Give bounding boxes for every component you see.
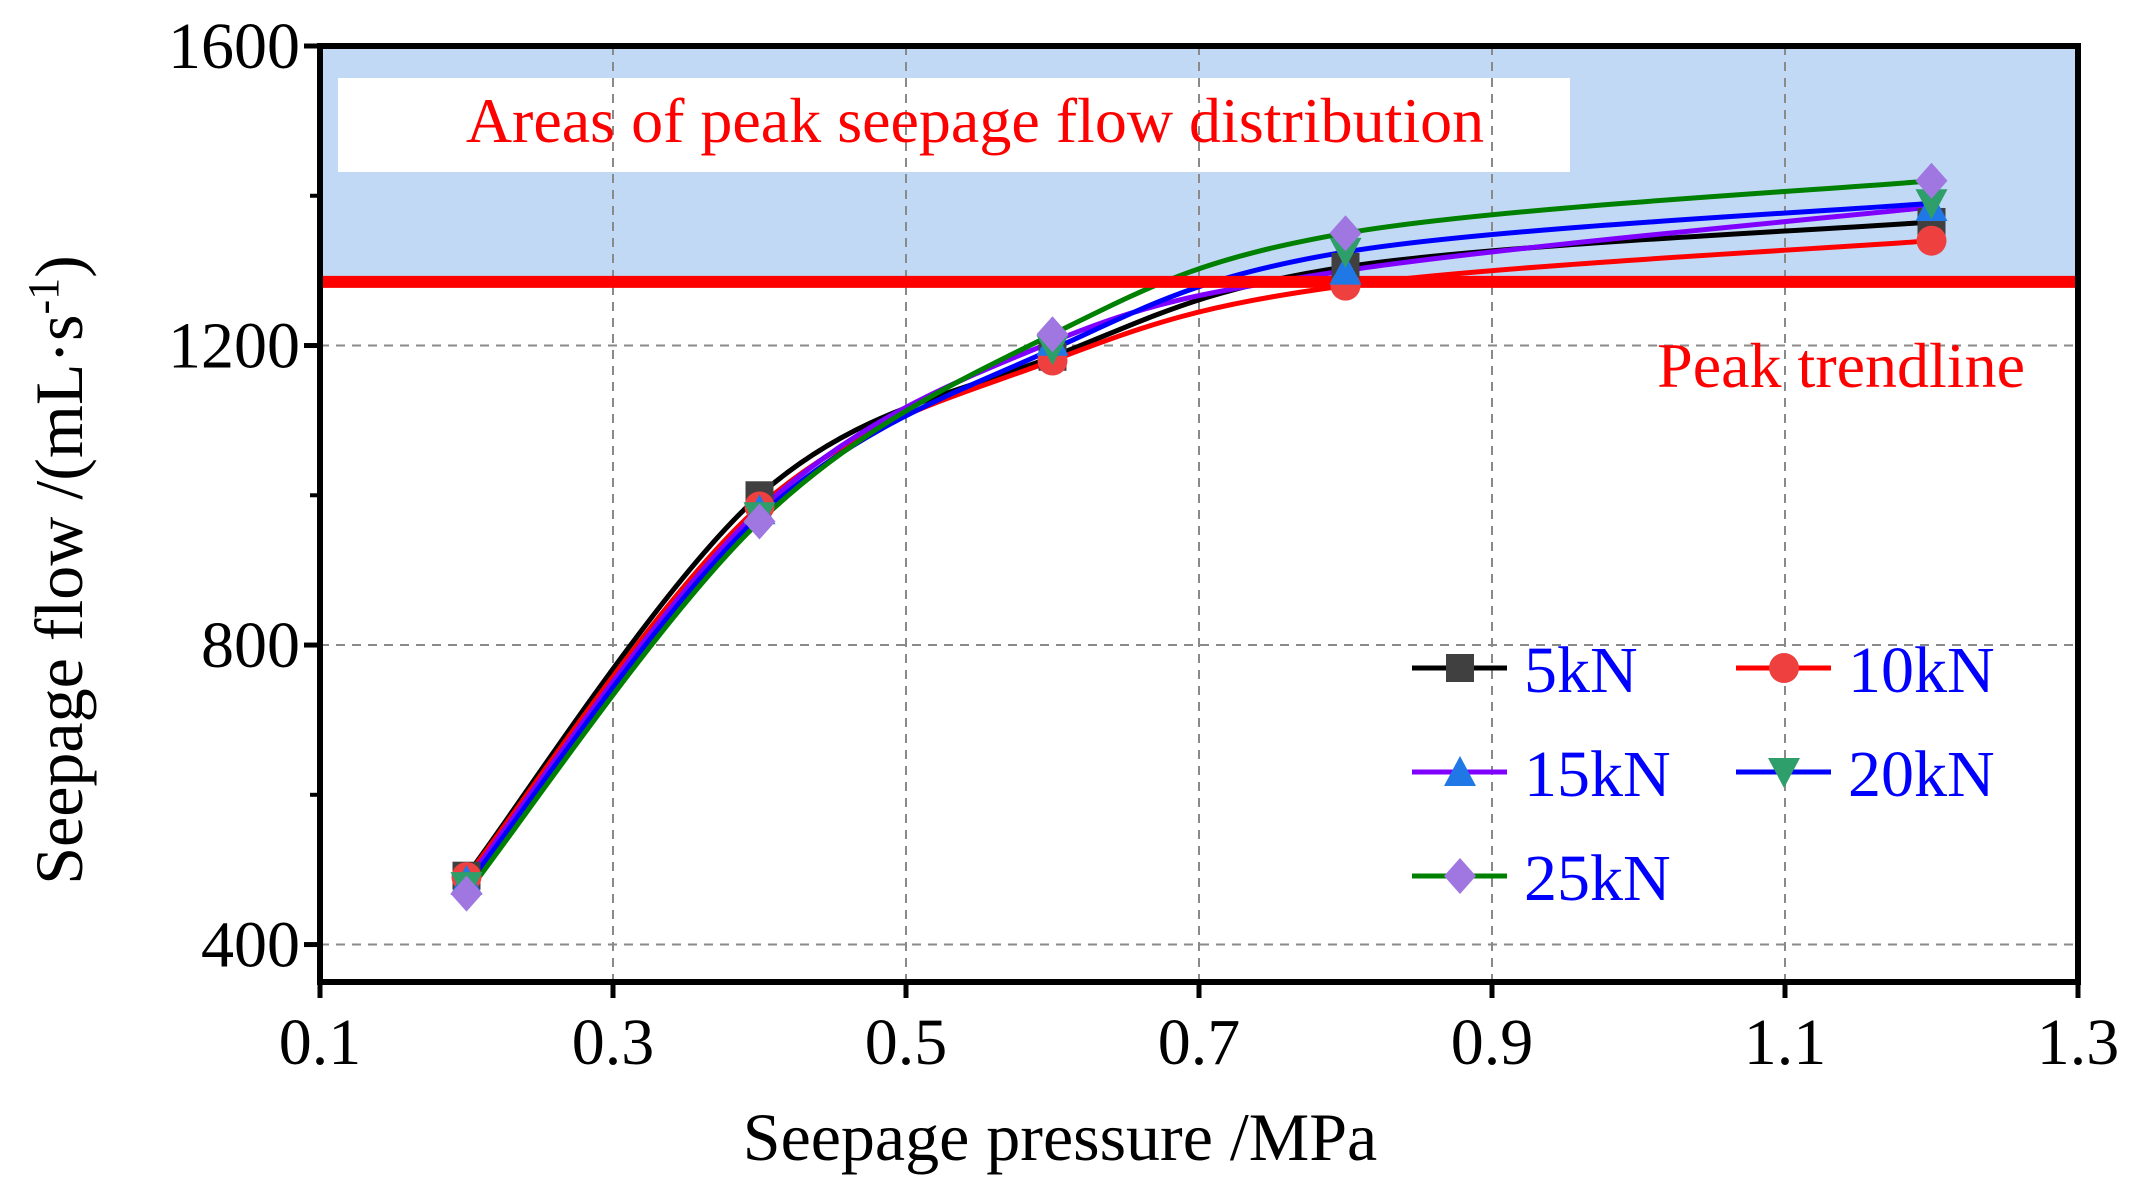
grid bbox=[320, 46, 2078, 982]
y-axis-title: Seepage flow /(mL·s-1) bbox=[19, 255, 97, 885]
data-point-25kN bbox=[1036, 316, 1069, 353]
peak-area-label-box bbox=[338, 78, 1570, 172]
legend-label-15kN: 15kN bbox=[1524, 738, 1671, 811]
legend-label-5kN: 5kN bbox=[1524, 634, 1638, 707]
legend-marker-25kN bbox=[1444, 858, 1476, 894]
x-tick-label: 1.1 bbox=[1744, 1006, 1827, 1079]
data-point-10kN bbox=[1916, 225, 1947, 256]
peak-area-label: Areas of peak seepage flow distribution bbox=[466, 85, 1484, 156]
y-tick-label: 800 bbox=[201, 609, 300, 682]
data-point-25kN bbox=[743, 503, 776, 540]
x-axis-title: Seepage pressure /MPa bbox=[743, 1099, 1377, 1175]
x-tick-label: 0.5 bbox=[865, 1006, 948, 1079]
legend-label-20kN: 20kN bbox=[1848, 738, 1995, 811]
data-point-25kN bbox=[1329, 215, 1362, 252]
data-point-15kN bbox=[1329, 254, 1362, 285]
x-tick-label: 0.1 bbox=[279, 1006, 362, 1079]
data-point-25kN bbox=[1915, 162, 1948, 199]
data-point-20kN bbox=[1915, 189, 1948, 220]
peak-trendline-label: Peak trendline bbox=[1657, 330, 2025, 401]
data-point-20kN bbox=[1329, 237, 1362, 268]
legend-label-10kN: 10kN bbox=[1848, 634, 1995, 707]
x-tick-label: 1.3 bbox=[2037, 1006, 2120, 1079]
series-markers bbox=[450, 162, 1948, 912]
legend-marker-5kN bbox=[1446, 654, 1474, 682]
y-tick-label: 1600 bbox=[168, 10, 300, 83]
x-tick-label: 0.9 bbox=[1451, 1006, 1534, 1079]
legend-label-25kN: 25kN bbox=[1524, 842, 1671, 915]
legend-marker-15kN bbox=[1444, 756, 1476, 786]
y-tick-label: 1200 bbox=[168, 310, 300, 383]
y-axis-title-sup: -1 bbox=[19, 278, 68, 315]
axis-ticks: 0.1 0.3 0.5 0.7 0.9 1.1 1.3 400 800 1200 1600 bbox=[168, 10, 2119, 1079]
legend-marker-20kN bbox=[1768, 758, 1800, 788]
x-tick-label: 0.3 bbox=[572, 1006, 655, 1079]
y-tick-label: 400 bbox=[201, 909, 300, 982]
x-tick-label: 0.7 bbox=[1158, 1006, 1241, 1079]
y-axis-title-close: ) bbox=[21, 255, 97, 278]
data-point-25kN bbox=[450, 875, 483, 912]
y-axis-title-main: Seepage flow /(mL·s bbox=[21, 315, 97, 885]
legend: 5kN 10kN 15kN 20kN 25kN bbox=[1412, 634, 1995, 915]
legend-marker-10kN bbox=[1769, 653, 1799, 683]
